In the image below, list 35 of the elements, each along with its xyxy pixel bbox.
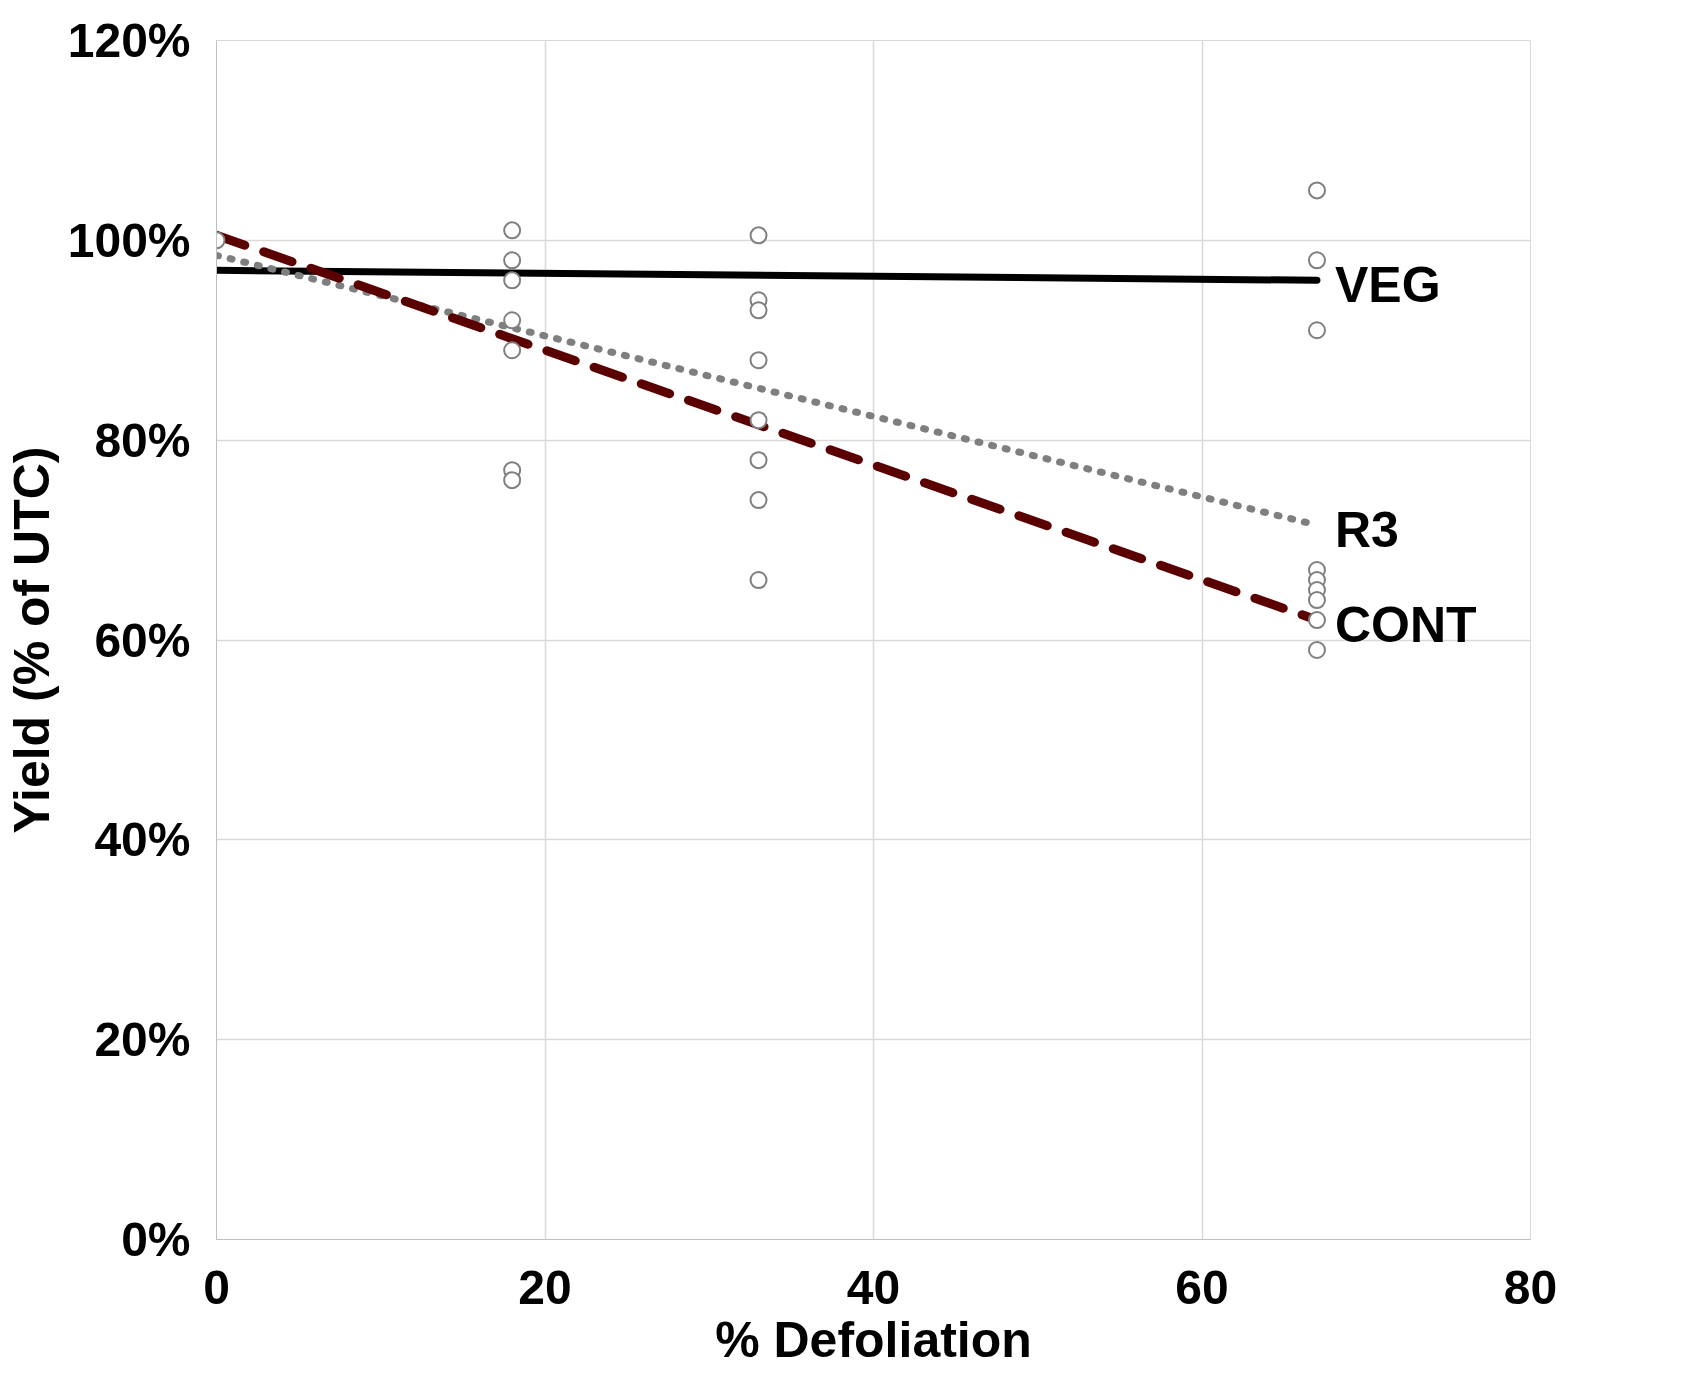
x-tick-label: 20 (518, 1260, 572, 1314)
point (749, 351, 768, 370)
series-label: VEG (1334, 257, 1441, 314)
point (1307, 611, 1326, 629)
point (1307, 591, 1326, 610)
y-tick-label: 20% (94, 1013, 191, 1067)
point (749, 571, 768, 590)
point (1307, 641, 1326, 659)
point (749, 411, 768, 430)
y-tick-label: 60% (94, 613, 191, 667)
x-tick-label: 40 (846, 1260, 901, 1314)
point (1307, 251, 1326, 270)
y-tick-label: 80% (94, 413, 191, 467)
x-tick-label: 60 (1175, 1260, 1229, 1314)
series-label: CONT (1334, 597, 1477, 654)
point (1307, 321, 1326, 340)
y-tick-label: 0% (121, 1213, 191, 1266)
point (503, 271, 522, 290)
point (503, 471, 522, 490)
point (503, 251, 522, 270)
x-axis-title: % Defoliation (715, 1311, 1032, 1368)
point (1307, 181, 1326, 200)
point (503, 341, 522, 360)
x-tick-label: 80 (1503, 1260, 1558, 1314)
series-label: R3 (1334, 502, 1399, 559)
y-tick-label: 120% (67, 14, 191, 67)
point (749, 491, 768, 510)
point (749, 301, 768, 320)
point (749, 226, 768, 245)
point (503, 221, 522, 240)
y-tick-label: 100% (67, 213, 191, 267)
x-tick-label: 0 (203, 1260, 230, 1314)
y-axis-title: Yield (% of UTC) (3, 446, 60, 834)
y-tick-label: 40% (94, 813, 191, 867)
point (749, 451, 768, 470)
